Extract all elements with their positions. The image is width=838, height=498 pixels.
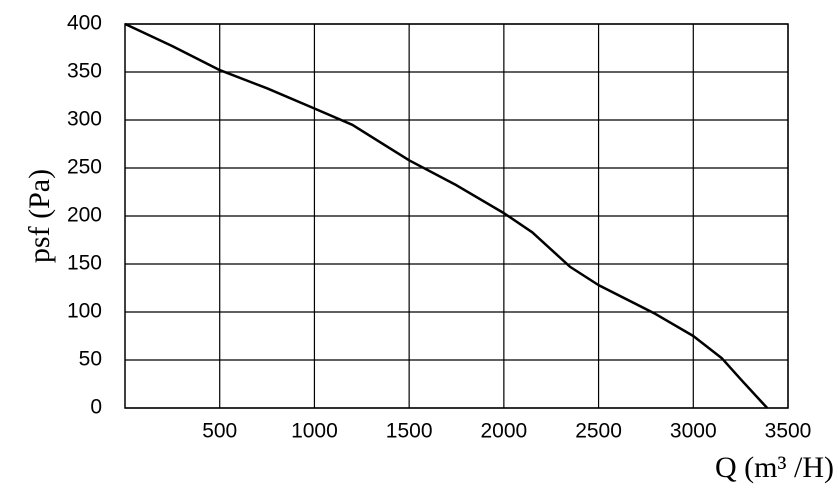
y-tick-label: 250 [67,156,102,179]
y-tick-label: 200 [67,204,102,227]
y-tick-label: 0 [90,396,102,419]
y-tick-label: 400 [67,12,102,35]
x-tick-label: 2500 [575,420,622,443]
x-tick-label: 500 [202,420,237,443]
x-axis-label: Q (m³ /H) [715,451,834,484]
y-tick-label: 50 [79,348,102,371]
y-axis-label: psf (Pa) [23,169,56,263]
x-tick-label: 3500 [765,420,812,443]
y-tick-label: 100 [67,300,102,323]
data-line [124,22,769,409]
y-tick-label: 350 [67,60,102,83]
x-tick-label: 1500 [386,420,433,443]
y-tick-label: 150 [67,252,102,275]
x-tick-label: 2000 [480,420,527,443]
y-tick-label: 300 [67,108,102,131]
x-tick-label: 1000 [291,420,338,443]
x-tick-label: 3000 [670,420,717,443]
